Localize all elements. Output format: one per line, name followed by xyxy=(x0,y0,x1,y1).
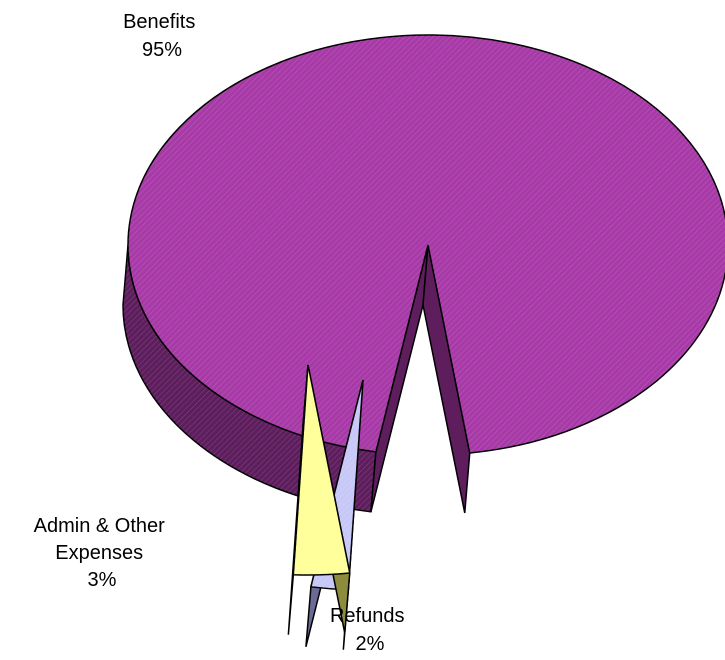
slice-label-benefits-line-2: 95% xyxy=(142,39,182,61)
slice-benefits xyxy=(122,34,725,514)
slice-label-admin-other-expenses: Admin & Other Expenses 3% xyxy=(34,515,171,591)
slice-label-refunds-line-1: Refunds xyxy=(330,605,405,627)
slice-label-benefits: Benefits 95% xyxy=(123,11,201,61)
slice-label-admin-line-1: Admin & Other xyxy=(34,515,166,537)
slice-admin-other-expenses-top-texture xyxy=(293,365,350,576)
slice-label-refunds-line-2: 2% xyxy=(356,633,385,655)
slice-benefits-top-texture xyxy=(128,35,725,453)
slice-label-benefits-line-1: Benefits xyxy=(123,11,195,33)
slice-admin-other-expenses xyxy=(287,364,351,635)
slice-label-admin-line-2: Expenses xyxy=(55,542,143,564)
slice-label-refunds: Refunds 2% xyxy=(330,605,410,655)
slice-label-admin-line-3: 3% xyxy=(88,569,117,591)
